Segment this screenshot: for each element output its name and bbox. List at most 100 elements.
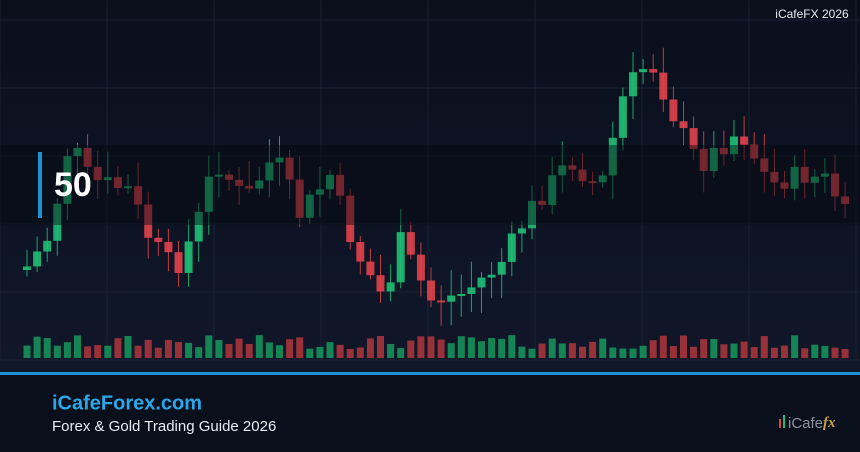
volume-bar bbox=[33, 336, 41, 358]
volume-bar bbox=[770, 347, 778, 358]
volume-bar bbox=[599, 338, 607, 358]
volume-bar bbox=[528, 348, 536, 358]
volume-bar bbox=[185, 342, 193, 358]
volume-bar bbox=[831, 347, 839, 358]
volume-bar bbox=[407, 340, 415, 358]
candle bbox=[416, 254, 425, 281]
candle bbox=[528, 200, 536, 229]
volume-bar bbox=[609, 347, 617, 358]
candle bbox=[184, 241, 193, 274]
candle bbox=[558, 165, 567, 176]
logo-text: iCafefx bbox=[788, 415, 836, 432]
volume-bar bbox=[417, 336, 425, 358]
tagline: Forex & Gold Trading Guide 2026 bbox=[52, 418, 276, 435]
candle bbox=[336, 174, 345, 196]
volume-bar bbox=[427, 336, 435, 358]
site-name: iCafeForex.com bbox=[52, 392, 202, 414]
volume-bar bbox=[326, 342, 334, 358]
volume-bar bbox=[114, 338, 122, 358]
volume bbox=[23, 335, 849, 358]
volume-bar bbox=[336, 344, 344, 358]
volume-bar bbox=[619, 348, 627, 358]
volume-bar bbox=[84, 346, 92, 358]
candle bbox=[437, 300, 446, 303]
candle bbox=[63, 156, 72, 204]
volume-bar bbox=[710, 339, 718, 358]
volume-bar bbox=[235, 338, 243, 358]
footer-bg bbox=[0, 375, 860, 452]
candle bbox=[295, 179, 304, 218]
volume-bar bbox=[154, 347, 162, 358]
candle bbox=[477, 277, 486, 288]
volume-bar bbox=[750, 347, 758, 358]
candle bbox=[699, 148, 708, 172]
volume-bar bbox=[760, 336, 768, 358]
volume-bar bbox=[104, 345, 112, 358]
volume-bar bbox=[680, 335, 687, 358]
badge-accent bbox=[38, 152, 42, 218]
volume-bar bbox=[215, 340, 223, 358]
candle bbox=[679, 121, 688, 129]
badge-number: 50 bbox=[54, 166, 92, 204]
volume-bar bbox=[488, 338, 496, 358]
candle bbox=[780, 182, 789, 189]
candle bbox=[487, 274, 496, 278]
volume-bar bbox=[306, 348, 314, 358]
candle bbox=[517, 228, 526, 234]
volume-bar bbox=[467, 337, 475, 358]
candle bbox=[73, 147, 82, 157]
logo-suffix: fx bbox=[823, 415, 836, 431]
candle bbox=[841, 196, 850, 205]
volume-bar bbox=[377, 335, 384, 358]
candle bbox=[618, 96, 627, 138]
candle bbox=[53, 203, 62, 241]
volume-bar bbox=[134, 345, 142, 358]
volume-bar bbox=[730, 343, 738, 358]
volume-bar bbox=[801, 348, 809, 358]
candle bbox=[497, 261, 506, 275]
logo-bar bbox=[779, 419, 781, 428]
candle bbox=[214, 174, 223, 177]
candle bbox=[406, 232, 415, 255]
volume-bar bbox=[124, 336, 132, 358]
volume-bar bbox=[286, 339, 294, 358]
candle bbox=[204, 176, 213, 212]
candle bbox=[507, 233, 516, 262]
candle bbox=[760, 158, 769, 172]
logo-bar bbox=[783, 415, 785, 428]
candle bbox=[144, 204, 153, 238]
candle bbox=[255, 180, 264, 189]
candle bbox=[467, 287, 476, 294]
volume-bar bbox=[356, 347, 364, 358]
candle bbox=[265, 162, 274, 181]
candle bbox=[740, 136, 749, 145]
volume-bar bbox=[508, 335, 516, 358]
volume-bar bbox=[245, 343, 253, 358]
candle bbox=[326, 174, 334, 190]
candle bbox=[285, 157, 294, 180]
volume-bar bbox=[316, 346, 324, 358]
candle bbox=[386, 282, 395, 292]
candle bbox=[134, 186, 143, 205]
volume-bar bbox=[781, 345, 788, 358]
candle bbox=[649, 69, 658, 73]
candle bbox=[194, 211, 203, 242]
volume-bar bbox=[589, 341, 597, 358]
candle bbox=[608, 137, 617, 176]
volume-bar bbox=[518, 346, 526, 358]
logo: iCafefx bbox=[779, 415, 836, 432]
volume-bar bbox=[74, 335, 81, 358]
volume-bar bbox=[447, 343, 455, 358]
candle bbox=[548, 175, 557, 205]
candle bbox=[639, 69, 648, 73]
volume-bar bbox=[144, 339, 152, 358]
volume-bar bbox=[94, 345, 102, 358]
candle bbox=[305, 194, 314, 218]
candle bbox=[366, 261, 375, 276]
logo-main: iCafe bbox=[788, 415, 823, 432]
volume-bar bbox=[346, 348, 354, 358]
candle bbox=[750, 144, 759, 159]
candle bbox=[154, 237, 163, 242]
volume-bar bbox=[195, 347, 203, 358]
volume-bar bbox=[700, 339, 708, 358]
